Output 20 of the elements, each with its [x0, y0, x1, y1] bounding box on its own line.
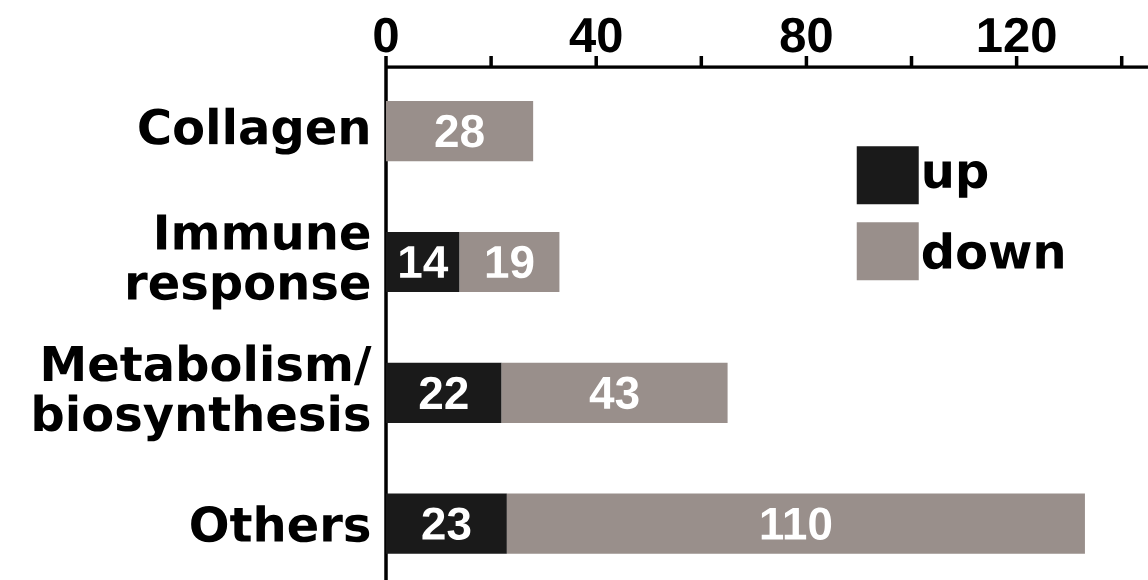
data-label: 22: [419, 376, 468, 409]
y-tick-label: Immune response: [128, 214, 370, 310]
legend-label: up: [924, 160, 988, 198]
data-label: 14: [400, 246, 449, 278]
x-tick-label: 80: [780, 17, 832, 53]
data-label: 28: [435, 114, 484, 148]
x-tick-label: 120: [978, 17, 1056, 53]
y-tick-label: Collagen: [139, 107, 368, 155]
data-label: 19: [486, 245, 534, 279]
data-label: 43: [589, 376, 639, 410]
x-tick-label: 40: [569, 17, 622, 53]
legend-label: down: [922, 232, 1063, 270]
y-tick-label: Others: [191, 505, 370, 543]
x-tick-label: 0: [374, 17, 398, 53]
bar: [386, 101, 534, 162]
bar: [501, 362, 728, 423]
bar: [506, 493, 1085, 554]
data-label: 23: [422, 507, 471, 541]
y-tick-label: Metabolism/biosynthesis: [34, 344, 372, 442]
data-label: 110: [761, 507, 832, 540]
